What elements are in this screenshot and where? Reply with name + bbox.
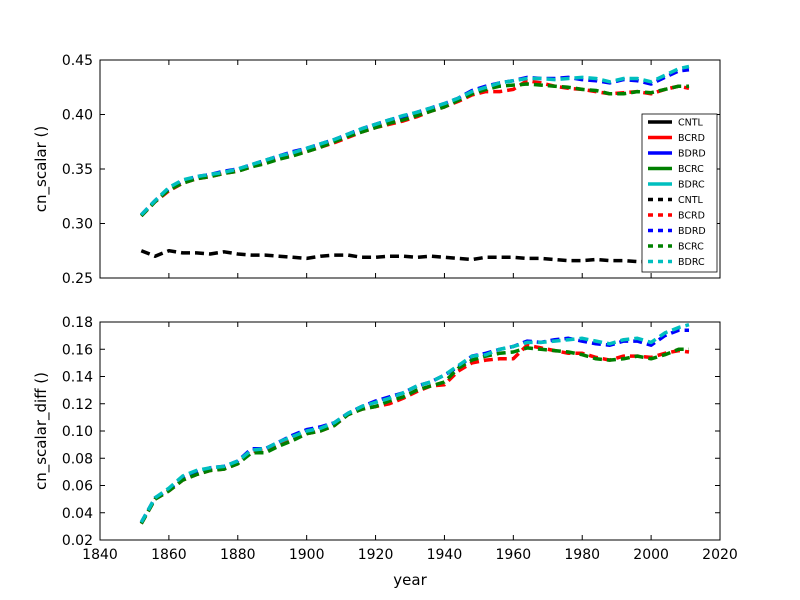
bottom-xtick-label: 1860 [151,547,187,563]
legend-label-bdrc: BDRC [678,257,705,268]
legend-label-bcrd: BCRD [678,211,705,222]
bottom-xtick-label: 2020 [702,547,738,563]
bottom-ytick-label: 0.10 [62,424,93,440]
legend-label-bcrc: BCRC [678,242,704,253]
bottom-panel: 0.02 0.04 0.06 0.08 0.10 0.12 0.14 0.16 0.18 1840… [32,315,738,589]
legend-label-bcrd: BCRD [678,133,705,144]
bottom-xtick-label: 2000 [633,547,669,563]
legend-label-cntl: CNTL [678,118,704,129]
top-series-group [140,64,690,265]
top-ylabel: cn_scalar () [32,126,51,213]
bottom-series-line-bdrc [139,323,690,524]
top-ticks-group: 0.25 0.30 0.35 0.40 0.45 [62,53,721,287]
bottom-series-line-bcrc [139,346,689,525]
top-panel: 0.25 0.30 0.35 0.40 0.45 cn_scalar () CNTL BC… [32,53,721,287]
bottom-ylabel: cn_scalar_diff () [32,372,51,490]
top-series-line-bcrc [140,82,689,218]
legend: CNTL BCRD BDRD BCRC BDRC CNTL BCRD BDRD BCRC BDRC [641,113,718,273]
top-series-line-bdrc [140,64,690,217]
bottom-xtick-label: 1900 [289,547,325,563]
bottom-ytick-label: 0.04 [62,506,93,522]
top-ytick-label: 0.40 [62,108,93,124]
legend-label-bdrd: BDRD [678,149,706,160]
bottom-ytick-label: 0.08 [62,451,93,467]
bottom-xtick-label: 1920 [358,547,394,563]
bottom-ytick-label: 0.16 [62,342,93,358]
top-ytick-label: 0.35 [62,162,93,178]
bottom-xtick-label: 1960 [496,547,532,563]
legend-label-bdrc: BDRC [678,180,705,191]
legend-label-bcrc: BCRC [678,164,704,175]
top-ytick-label: 0.25 [62,271,93,287]
bottom-ytick-label: 0.02 [62,533,93,549]
legend-entries: CNTL BCRD BDRD BCRC BDRC CNTL BCRD BDRD BCRC BDRC [648,118,706,268]
legend-box [641,113,718,273]
legend-label-cntl: CNTL [678,195,704,206]
bottom-xtick-label: 1880 [220,547,256,563]
bottom-ticks-group: 0.02 0.04 0.06 0.08 0.10 0.12 0.14 0.16 0.18 1840… [62,315,738,563]
bottom-ytick-label: 0.06 [62,479,93,495]
top-ytick-label: 0.45 [62,53,93,69]
bottom-ytick-label: 0.14 [62,370,93,386]
top-series-line-cntl [140,248,690,265]
top-ytick-label: 0.30 [62,217,93,233]
bottom-series-group [139,323,690,525]
bottom-ytick-label: 0.18 [62,315,93,331]
bottom-xlabel: year [393,571,427,589]
bottom-xtick-label: 1940 [427,547,463,563]
bottom-xtick-label: 1840 [82,547,118,563]
bottom-xtick-label: 1980 [564,547,600,563]
legend-label-bdrd: BDRD [678,226,706,237]
bottom-ytick-label: 0.12 [62,397,93,413]
